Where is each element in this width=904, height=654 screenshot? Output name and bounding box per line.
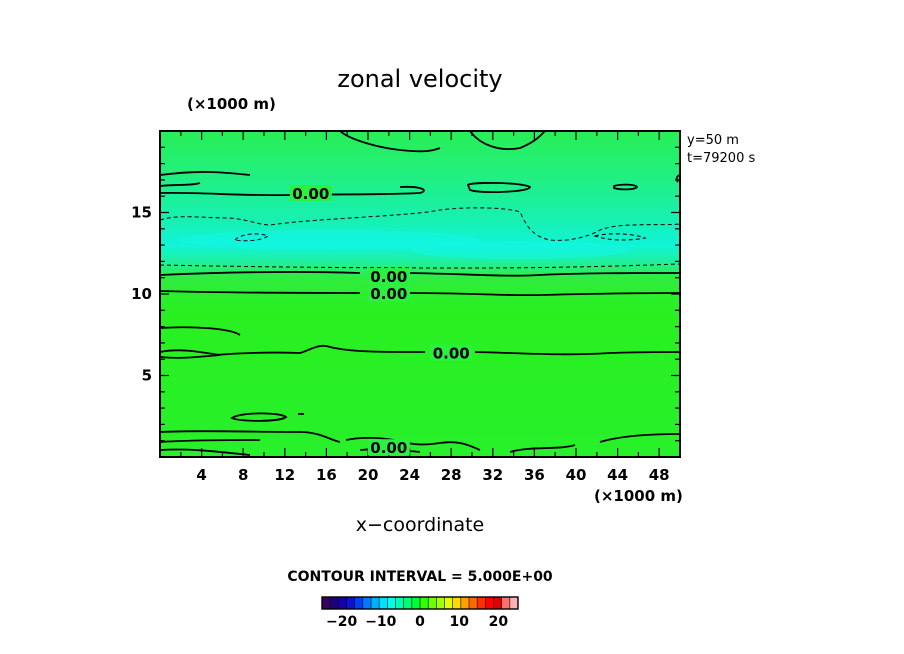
x-tick-label: 20 (358, 466, 379, 484)
y-tick-label: 10 (131, 285, 152, 303)
x-axis-label: x−coordinate (356, 514, 485, 536)
colorbar-swatch (411, 597, 421, 609)
colorbar-swatch (346, 597, 356, 609)
colorbar-swatch (501, 597, 511, 609)
x-tick-label: 32 (482, 466, 503, 484)
colorbar-swatch (460, 597, 470, 609)
colorbar-swatch (428, 597, 437, 609)
y-tick-label: 15 (131, 204, 152, 222)
x-tick-label: 16 (316, 466, 337, 484)
contour-line (160, 326, 241, 336)
contour-line (466, 182, 531, 194)
info-y-position: y=50 m (687, 133, 739, 148)
colorbar-tick-label: 10 (449, 614, 469, 630)
colorbar-tick-label: −10 (365, 614, 396, 630)
contour-labels: 0.000.000.000.000.00 (289, 184, 473, 457)
colorbar-swatch (477, 597, 486, 609)
colorbar-swatch (485, 597, 494, 609)
colorbar-swatch (444, 597, 454, 609)
colorbar-swatch (362, 597, 372, 609)
info-time: t=79200 s (687, 151, 755, 166)
contour-line (160, 290, 680, 297)
colorbar-swatch (395, 597, 405, 609)
x-tick-label: 28 (441, 466, 462, 484)
contour-label-gap (367, 285, 410, 302)
contour-label: 0.00 (370, 439, 407, 457)
y-axis-unit: (×1000 m) (187, 95, 276, 113)
negative-contours (160, 207, 680, 269)
contour-line (160, 263, 680, 269)
cyan-core-blob (180, 230, 480, 250)
x-tick-label: 8 (238, 466, 248, 484)
colorbar-tick-label: −20 (326, 614, 357, 630)
contour-line (160, 171, 425, 197)
colorbar-swatch (330, 597, 339, 609)
colorbar-swatch (469, 597, 478, 609)
chart-title: zonal velocity (337, 65, 502, 93)
contour-line (160, 448, 251, 456)
x-tick-label: 36 (524, 466, 545, 484)
contour-label-gap (289, 184, 332, 201)
colorbar-swatch (452, 597, 462, 609)
contour-label-gap (367, 268, 410, 285)
contour-label: 0.00 (370, 268, 407, 286)
contour-line (160, 271, 680, 277)
contour-label-gap (367, 439, 410, 456)
contour-line (230, 412, 288, 422)
contour-line (160, 207, 680, 241)
x-tick-label: 4 (196, 466, 206, 484)
contour-line (613, 183, 639, 191)
colorbar-tick-label: 0 (415, 614, 425, 630)
contour-line (160, 430, 341, 443)
colorbar-swatch (509, 597, 519, 609)
x-tick-label: 12 (274, 466, 295, 484)
contour-line (509, 433, 680, 453)
colorbar-swatch (371, 597, 380, 609)
cyan-core-blob (410, 241, 630, 259)
contour-label: 0.00 (433, 345, 470, 363)
contour-line (339, 131, 546, 153)
plot-area (160, 131, 680, 457)
contour-line (593, 233, 647, 241)
contour-label: 0.00 (370, 285, 407, 303)
colorbar-swatch (387, 597, 396, 609)
colorbar-swatch (354, 597, 364, 609)
colorbar-swatch (420, 597, 429, 609)
x-tick-label: 40 (566, 466, 587, 484)
y-tick-label: 5 (142, 367, 152, 385)
colorbar-swatch (379, 597, 388, 609)
x-tick-label: 48 (649, 466, 670, 484)
colorbar-tick-label: 20 (489, 614, 509, 630)
colorbar-swatch (436, 597, 445, 609)
colorbar-swatch (322, 597, 331, 609)
colorbar-swatch (338, 597, 347, 609)
contour-line (214, 344, 680, 356)
colorbar: −20 −10 0 10 20 (321, 596, 519, 630)
x-tick-label: 44 (607, 466, 628, 484)
contour-label-gap (430, 344, 473, 361)
contour-label: 0.00 (292, 185, 329, 203)
contour-line (234, 233, 270, 242)
x-axis-unit: (×1000 m) (594, 487, 683, 505)
colorbar-swatch (493, 597, 503, 609)
x-tick-label: 24 (399, 466, 420, 484)
colorbar-swatch (403, 597, 413, 609)
contour-interval-label: CONTOUR INTERVAL = 5.000E+00 (287, 569, 553, 585)
